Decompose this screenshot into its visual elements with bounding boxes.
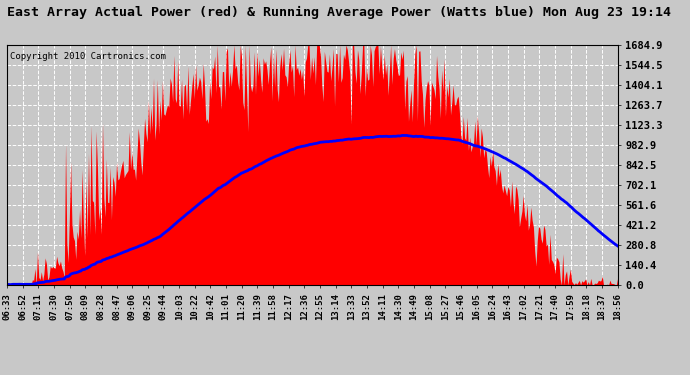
Text: East Array Actual Power (red) & Running Average Power (Watts blue) Mon Aug 23 19: East Array Actual Power (red) & Running … bbox=[7, 6, 671, 19]
Text: Copyright 2010 Cartronics.com: Copyright 2010 Cartronics.com bbox=[10, 52, 166, 61]
